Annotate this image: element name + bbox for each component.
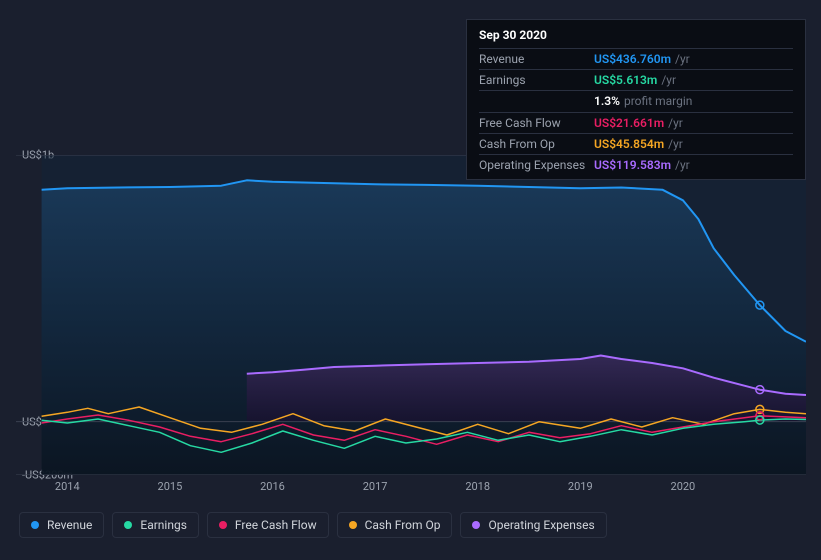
tooltip-label: Cash From Op [479,136,594,152]
legend-label: Revenue [47,518,92,532]
tooltip-value: US$436.760m [594,51,671,67]
legend-dot-icon [219,521,227,529]
tooltip-suffix: profit margin [624,93,692,109]
x-tick-label: 2014 [55,480,80,493]
tooltip-row: RevenueUS$436.760m/yr [479,48,793,69]
tooltip-row: Free Cash FlowUS$21.661m/yr [479,112,793,133]
tooltip-suffix: /yr [668,136,683,152]
plot-area: US$1bUS$0-US$200m [16,155,806,475]
legend-label: Cash From Op [365,518,441,532]
tooltip-row: 1.3%profit margin [479,90,793,111]
x-tick-label: 2015 [158,480,183,493]
tooltip-label: Earnings [479,72,594,88]
tooltip-value: US$119.583m [594,157,671,173]
chart-legend: Revenue Earnings Free Cash Flow Cash From O… [19,512,607,538]
legend-item-cash-from-op[interactable]: Cash From Op [337,512,453,538]
chart-tooltip: Sep 30 2020 RevenueUS$436.760m/yrEarning… [466,19,806,180]
tooltip-row: EarningsUS$5.613m/yr [479,69,793,90]
x-axis: 2014 2015 2016 2017 2018 2019 2020 [16,480,806,496]
chart-container: Sep 30 2020 RevenueUS$436.760m/yrEarning… [0,0,821,560]
x-tick-label: 2016 [260,480,285,493]
tooltip-label: Free Cash Flow [479,115,594,131]
tooltip-row: Operating ExpensesUS$119.583m/yr [479,154,793,175]
legend-dot-icon [124,521,132,529]
revenue-area [42,180,806,475]
tooltip-label: Operating Expenses [479,157,594,173]
legend-item-earnings[interactable]: Earnings [112,512,199,538]
legend-dot-icon [349,521,357,529]
tooltip-suffix: /yr [675,51,690,67]
tooltip-label: Revenue [479,51,594,67]
legend-item-operating-expenses[interactable]: Operating Expenses [460,512,606,538]
x-tick-label: 2017 [363,480,388,493]
tooltip-value: US$45.854m [594,136,664,152]
legend-item-revenue[interactable]: Revenue [19,512,104,538]
tooltip-value: US$5.613m [594,72,657,88]
tooltip-suffix: /yr [675,157,690,173]
legend-label: Free Cash Flow [235,518,317,532]
tooltip-value: US$21.661m [594,115,664,131]
legend-item-free-cash-flow[interactable]: Free Cash Flow [207,512,329,538]
x-tick-label: 2020 [671,480,696,493]
tooltip-row: Cash From OpUS$45.854m/yr [479,133,793,154]
tooltip-value: 1.3% [594,93,620,109]
legend-dot-icon [472,521,480,529]
legend-dot-icon [31,521,39,529]
tooltip-date: Sep 30 2020 [479,28,793,48]
legend-label: Earnings [140,518,187,532]
x-tick-label: 2018 [465,480,490,493]
tooltip-suffix: /yr [661,72,676,88]
tooltip-suffix: /yr [668,115,683,131]
legend-label: Operating Expenses [488,518,594,532]
chart-svg[interactable] [16,155,806,475]
x-tick-label: 2019 [568,480,593,493]
